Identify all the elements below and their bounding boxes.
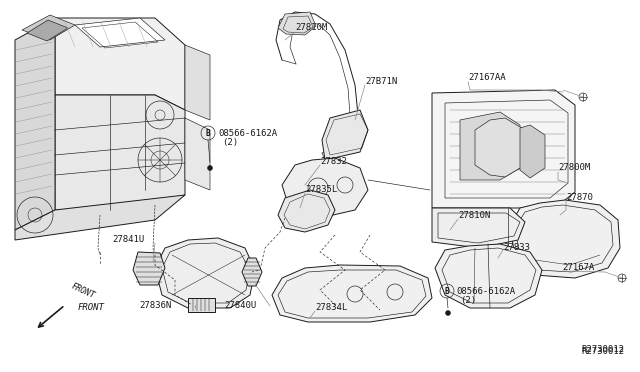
Polygon shape: [278, 190, 335, 232]
Polygon shape: [75, 18, 165, 47]
Text: B: B: [205, 128, 211, 138]
Polygon shape: [435, 244, 542, 308]
Polygon shape: [278, 12, 316, 35]
Text: 27833: 27833: [503, 243, 530, 251]
Polygon shape: [460, 112, 520, 180]
Polygon shape: [155, 238, 255, 308]
Text: R2730012: R2730012: [581, 346, 624, 355]
Polygon shape: [272, 265, 432, 322]
Text: 27834L: 27834L: [315, 304, 348, 312]
Polygon shape: [242, 258, 262, 286]
Text: 08566-6162A: 08566-6162A: [456, 286, 515, 295]
Polygon shape: [520, 125, 545, 178]
Text: 27B71N: 27B71N: [365, 77, 397, 87]
Circle shape: [445, 311, 451, 315]
Polygon shape: [55, 18, 185, 110]
Polygon shape: [475, 118, 525, 177]
Polygon shape: [133, 252, 165, 285]
Polygon shape: [185, 45, 210, 120]
Polygon shape: [22, 15, 75, 40]
Text: FRONT: FRONT: [78, 304, 105, 312]
Polygon shape: [15, 18, 55, 230]
Text: B: B: [445, 286, 449, 295]
Polygon shape: [185, 118, 210, 190]
Text: 27840U: 27840U: [224, 301, 256, 311]
Text: 08566-6162A: 08566-6162A: [218, 128, 277, 138]
Polygon shape: [188, 298, 215, 312]
Text: 27810N: 27810N: [458, 212, 490, 221]
Polygon shape: [27, 20, 68, 41]
Text: 27836N: 27836N: [139, 301, 172, 310]
Polygon shape: [322, 110, 368, 160]
Polygon shape: [55, 95, 185, 210]
Text: R2730012: R2730012: [581, 347, 624, 356]
Polygon shape: [15, 195, 185, 240]
Text: (2): (2): [222, 138, 238, 148]
Polygon shape: [510, 200, 620, 278]
Text: (2): (2): [460, 296, 476, 305]
Text: 27870: 27870: [566, 192, 593, 202]
Text: 27167A: 27167A: [562, 263, 595, 273]
Text: 27832: 27832: [320, 157, 347, 167]
Polygon shape: [282, 158, 368, 218]
Text: 27841U: 27841U: [112, 235, 144, 244]
Text: 27835L: 27835L: [305, 186, 337, 195]
Polygon shape: [432, 208, 525, 248]
Text: 27810M: 27810M: [295, 23, 327, 32]
Circle shape: [207, 166, 212, 170]
Text: FRONT: FRONT: [70, 281, 97, 300]
Text: 27800M: 27800M: [558, 164, 590, 173]
Polygon shape: [432, 90, 575, 208]
Text: 27167AA: 27167AA: [468, 74, 506, 83]
